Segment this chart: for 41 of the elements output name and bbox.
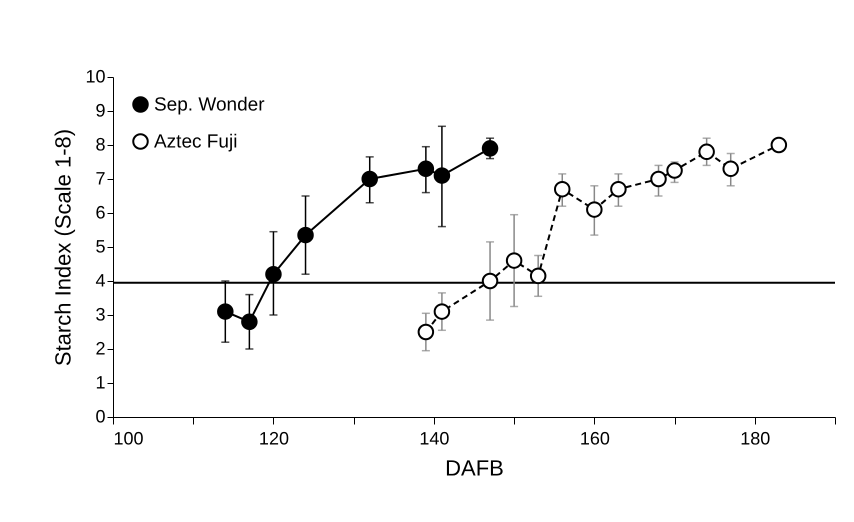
y-tick-label: 7 bbox=[95, 168, 106, 188]
point bbox=[506, 252, 522, 269]
y-tick-label: 9 bbox=[95, 100, 106, 120]
y-tick-label: 5 bbox=[95, 236, 106, 256]
point bbox=[722, 160, 739, 178]
legend-label: Sep. Wonder bbox=[154, 94, 266, 116]
point bbox=[217, 303, 234, 320]
point bbox=[434, 303, 450, 320]
x-tick-label: 180 bbox=[740, 428, 770, 448]
y-tick-label: 8 bbox=[95, 134, 106, 154]
point bbox=[418, 160, 434, 178]
point bbox=[554, 180, 570, 198]
point bbox=[265, 266, 282, 282]
y-tick-label: 2 bbox=[95, 338, 106, 358]
point bbox=[698, 144, 715, 160]
point bbox=[361, 170, 378, 188]
x-tick-label: 120 bbox=[258, 428, 289, 448]
legend-label: Aztec Fuji bbox=[154, 132, 238, 152]
y-tick-label: 3 bbox=[95, 304, 106, 324]
point bbox=[770, 136, 788, 154]
point bbox=[241, 314, 258, 330]
point bbox=[530, 268, 546, 284]
y-tick-label: 1 bbox=[95, 372, 106, 392]
x-tick-label: 140 bbox=[419, 428, 450, 448]
y-tick-label: 6 bbox=[95, 202, 106, 222]
point bbox=[650, 170, 667, 188]
point bbox=[610, 180, 627, 198]
point bbox=[586, 201, 603, 218]
point bbox=[418, 324, 434, 340]
y-tick-label: 4 bbox=[95, 270, 106, 290]
point bbox=[482, 140, 498, 157]
point bbox=[297, 226, 314, 244]
point bbox=[666, 162, 683, 179]
point bbox=[482, 272, 498, 290]
x-tick-label: 160 bbox=[580, 428, 610, 448]
y-tick-label: 0 bbox=[95, 406, 106, 426]
y-tick-label: 10 bbox=[85, 66, 106, 86]
y-axis-title: Starch Index (Scale 1-8) bbox=[50, 128, 76, 366]
point bbox=[434, 167, 450, 184]
x-tick-label: 100 bbox=[114, 428, 144, 448]
x-axis-title: DAFB bbox=[445, 456, 504, 480]
